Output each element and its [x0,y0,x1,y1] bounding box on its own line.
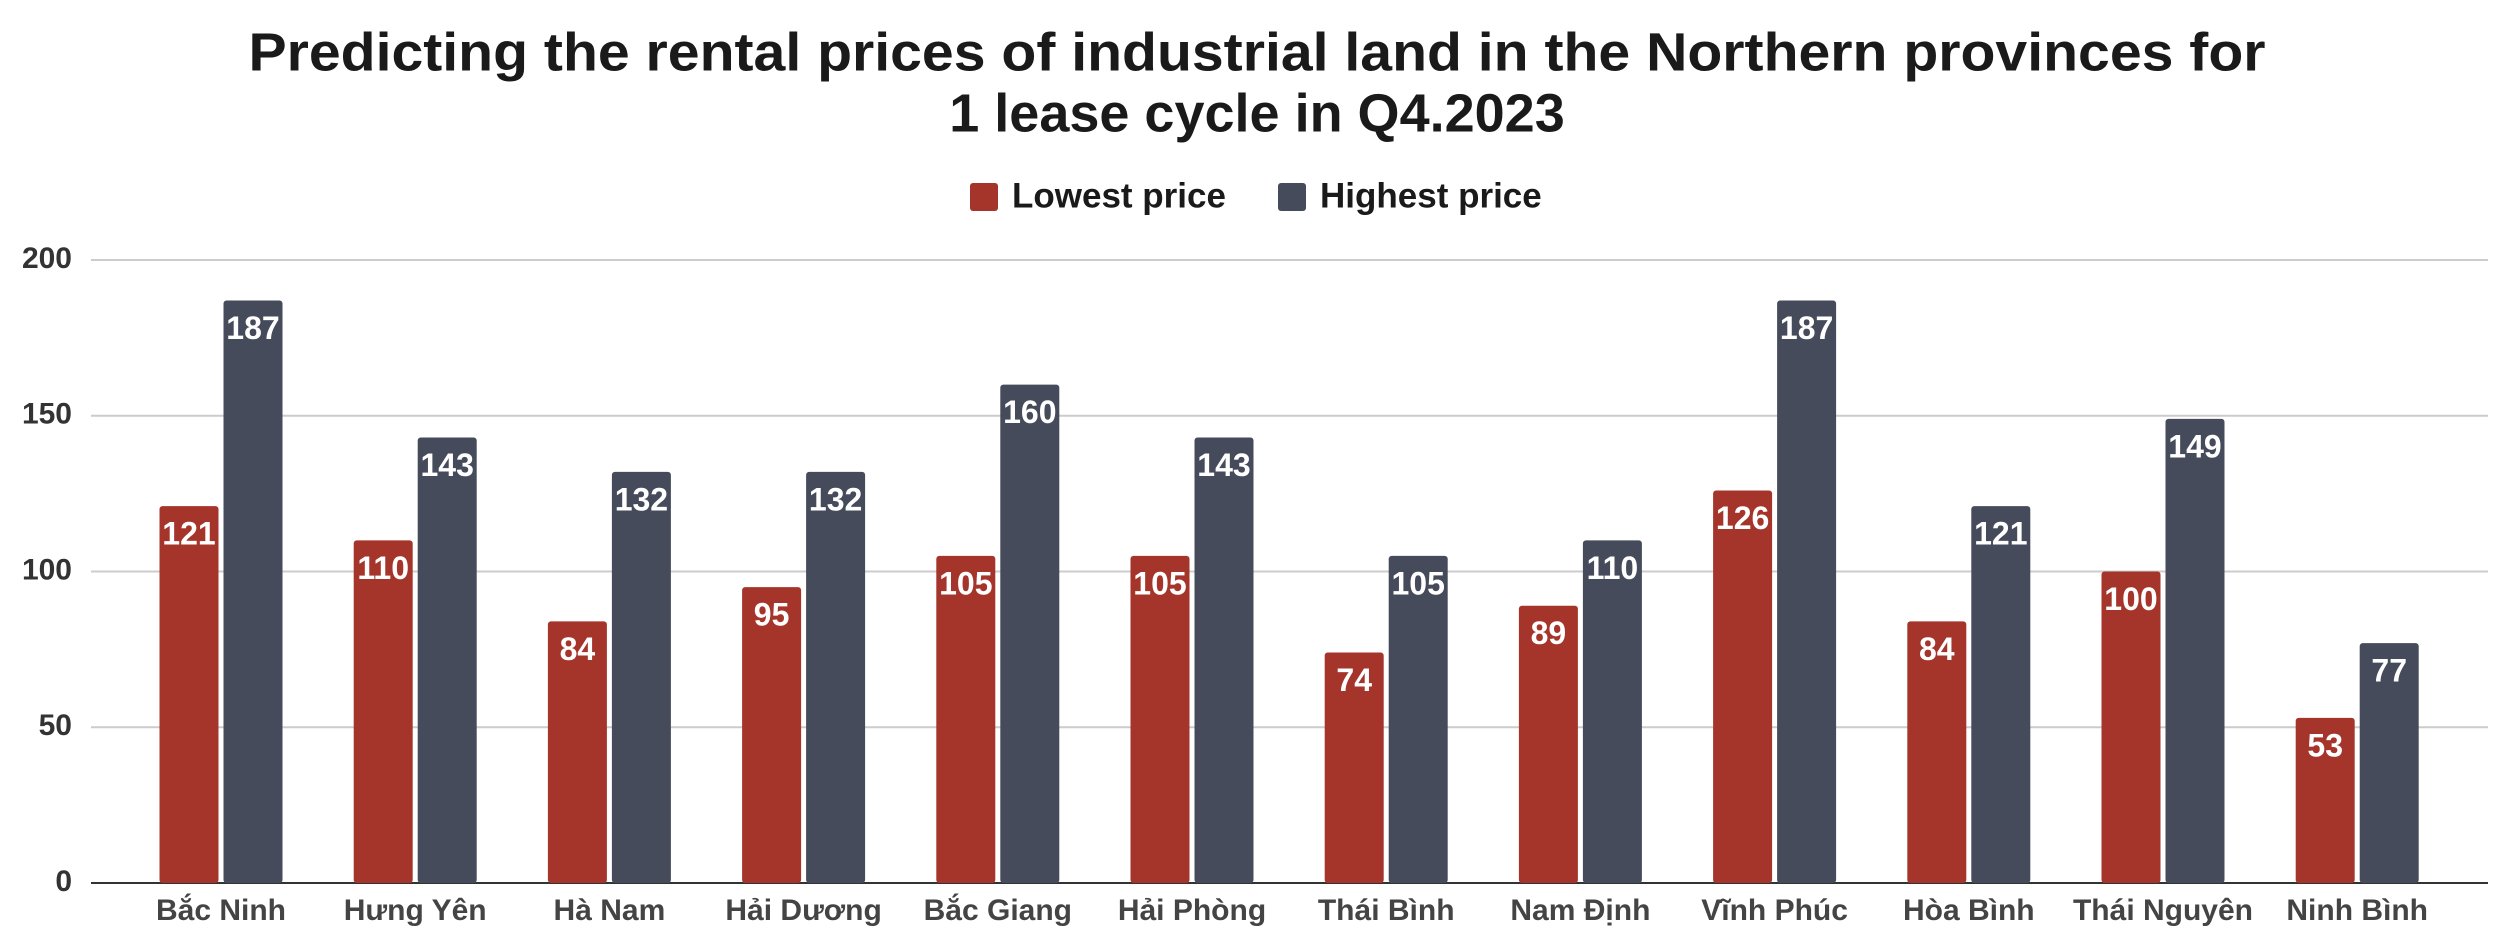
bar [2295,717,2355,883]
x-tick-label: Hà Nam [554,894,666,927]
bar [1518,605,1578,883]
data-label: 121 [1974,516,2027,552]
legend-label: Highest price [1320,176,1542,215]
x-tick-label: Vĩnh Phúc [1701,894,1848,927]
data-label: 132 [615,481,668,517]
x-tick-label: Hải Dương [725,894,881,927]
chart-title: 1 lease cycle in Q4.2023 [949,83,1564,143]
data-label: 95 [754,597,790,633]
bar [611,471,671,883]
bar [2359,643,2419,883]
y-tick-label: 200 [22,242,72,275]
legend-swatch [970,183,998,211]
data-label: 84 [560,631,596,667]
y-tick-label: 100 [22,553,72,586]
x-tick-label: Hải Phòng [1118,894,1266,927]
bar [1000,384,1060,883]
data-label: 126 [1716,500,1769,536]
data-label: 100 [2104,581,2157,617]
legend-label: Lowest price [1012,176,1226,215]
x-tick-label: Nam Định [1510,894,1650,927]
bar [353,540,413,883]
bar [1130,555,1190,883]
data-label: 160 [1003,394,1056,430]
data-label: 143 [1197,447,1250,483]
bar [806,471,866,883]
data-label: 74 [1336,662,1372,698]
bar [1713,490,1773,883]
bar [936,555,996,883]
data-label: 121 [162,516,215,552]
bar [1194,437,1254,883]
data-label: 143 [421,447,474,483]
data-label: 105 [939,565,992,601]
data-label: 77 [2371,653,2407,689]
bar [742,587,802,883]
bar [1388,555,1448,883]
data-label: 187 [1780,310,1833,346]
legend-swatch [1278,183,1306,211]
bar [159,506,219,883]
bar [1907,621,1967,883]
bar [223,300,283,883]
bar [2101,571,2161,883]
bar [1324,652,1384,883]
x-tick-label: Bắc Ninh [156,893,286,927]
bar [417,437,477,883]
data-label: 105 [1392,565,1445,601]
data-label: 105 [1133,565,1186,601]
data-label: 149 [2168,428,2221,464]
data-label: 132 [809,481,862,517]
bar [1777,300,1837,883]
y-tick-label: 50 [39,709,72,742]
data-label: 89 [1531,615,1567,651]
bar [2165,418,2225,883]
x-tick-label: Hưng Yên [344,894,487,927]
data-label: 110 [357,550,409,586]
x-tick-label: Hòa Bình [1903,894,2035,927]
data-label: 187 [226,310,279,346]
y-tick-label: 0 [55,865,72,898]
chart-title: Predicting the rental prices of industri… [249,22,2266,82]
x-tick-label: Ninh Bình [2286,894,2428,927]
x-tick-label: Thái Bình [1318,894,1455,927]
data-label: 84 [1919,631,1955,667]
y-tick-label: 150 [22,398,72,431]
bar [1582,540,1642,883]
bar [1971,506,2031,883]
x-tick-label: Thái Nguyên [2073,894,2253,927]
data-label: 110 [1587,550,1639,586]
data-label: 53 [2307,727,2343,763]
x-tick-label: Bắc Giang [924,893,1072,927]
bar [547,621,607,883]
